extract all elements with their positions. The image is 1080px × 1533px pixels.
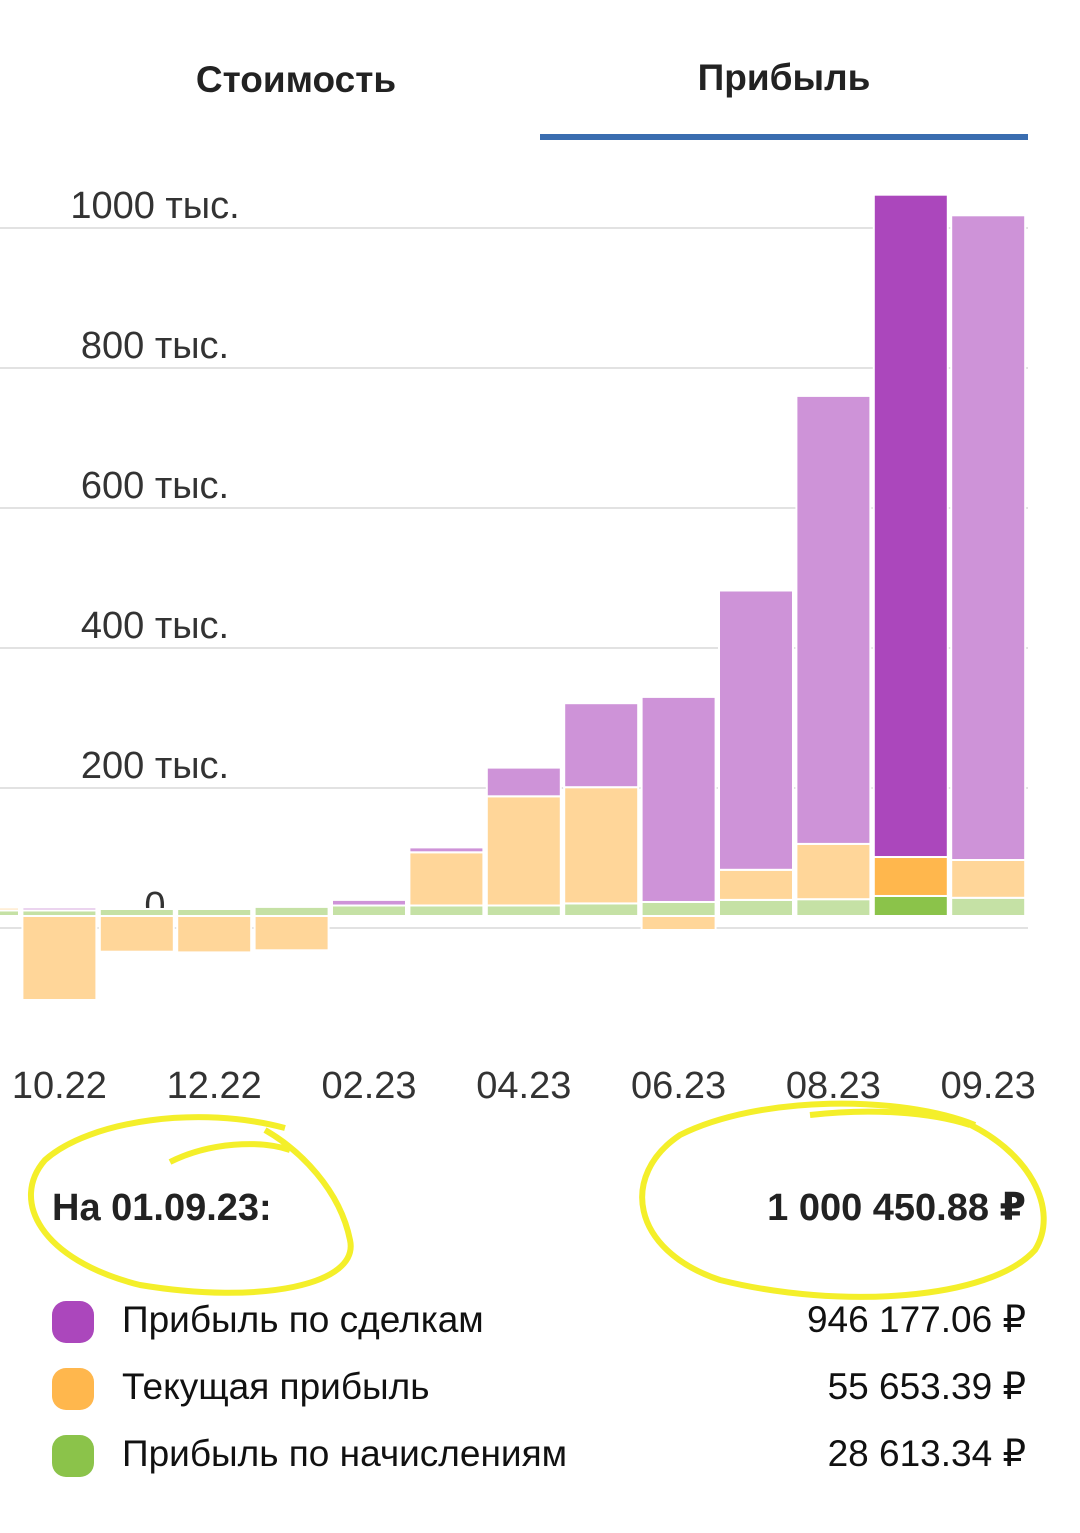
bar-segment — [640, 915, 717, 931]
bar-segment — [21, 915, 98, 1001]
bar-segment — [0, 909, 20, 918]
x-tick-label: 04.23 — [476, 1065, 571, 1107]
bar-segment — [0, 906, 20, 912]
bar-segment — [563, 786, 640, 905]
bar-segment — [718, 868, 794, 901]
bar-segment — [872, 193, 949, 859]
bar-segment — [795, 898, 872, 918]
x-tick-label: 08.23 — [786, 1065, 881, 1107]
bar-segment — [408, 851, 485, 907]
bar-segment — [21, 906, 98, 912]
bar-segment — [176, 915, 253, 954]
bar-segment — [485, 766, 562, 798]
bar-segment — [718, 898, 794, 918]
legend-value: 55 653.39 ₽ — [828, 1366, 1026, 1407]
summary-label: На 01.09.23: — [52, 1187, 272, 1229]
summary-value: 1 000 450.88 ₽ — [767, 1187, 1026, 1229]
bar-segment — [331, 898, 407, 907]
bar-segment — [485, 795, 562, 907]
bar-segment — [872, 894, 949, 917]
bar-segment — [253, 905, 330, 918]
bar-segment — [176, 908, 253, 917]
legend-swatch — [52, 1435, 94, 1477]
tab-active[interactable]: Прибыль — [698, 57, 871, 98]
bar-segment — [640, 901, 717, 917]
legend-label: Прибыль по сделкам — [122, 1299, 484, 1340]
highlight-circle — [639, 1100, 1047, 1300]
highlight-circle — [27, 1114, 354, 1296]
x-tick-label: 10.22 — [12, 1065, 107, 1107]
legend-label: Прибыль по начислениям — [122, 1433, 567, 1474]
bar-segment — [950, 214, 1027, 862]
bar-segment — [563, 702, 640, 789]
legend-swatch — [52, 1368, 94, 1410]
x-tick-label: 12.22 — [167, 1065, 262, 1107]
x-tick-label: 06.23 — [631, 1065, 726, 1107]
bar-segment — [640, 695, 717, 904]
bar-segment — [950, 896, 1027, 917]
y-tick-label: 400 тыс. — [81, 605, 229, 647]
bar-segment — [950, 859, 1027, 899]
bar-segment — [408, 904, 485, 917]
bar-segment — [563, 902, 640, 918]
tab[interactable]: Стоимость — [196, 59, 396, 100]
bar-segment — [98, 915, 175, 953]
bar-segment — [485, 904, 562, 917]
x-tick-label: 09.23 — [941, 1065, 1036, 1107]
y-tick-label: 800 тыс. — [81, 325, 229, 367]
legend: Прибыль по сделкам 946 177.06 ₽ Текущая пр… — [52, 1299, 1026, 1477]
bar-segment — [795, 842, 872, 901]
bar-segment — [253, 915, 330, 952]
legend-swatch — [52, 1301, 94, 1343]
legend-value: 946 177.06 ₽ — [807, 1299, 1026, 1340]
x-tick-label: 02.23 — [321, 1065, 416, 1107]
bar-segment — [872, 856, 949, 897]
bar-segment — [795, 394, 872, 845]
y-tick-label: 200 тыс. — [81, 745, 229, 787]
bar-segment — [0, 905, 20, 909]
legend-value: 28 613.34 ₽ — [828, 1433, 1026, 1474]
bar-segment — [408, 846, 485, 854]
legend-label: Текущая прибыль — [122, 1366, 429, 1407]
bar-segment — [718, 589, 794, 871]
bar-segment — [98, 908, 175, 917]
y-tick-label: 600 тыс. — [81, 465, 229, 507]
y-tick-label: 1000 тыс. — [70, 185, 239, 227]
bar-segment — [331, 904, 407, 917]
tab-underline — [540, 134, 1028, 140]
